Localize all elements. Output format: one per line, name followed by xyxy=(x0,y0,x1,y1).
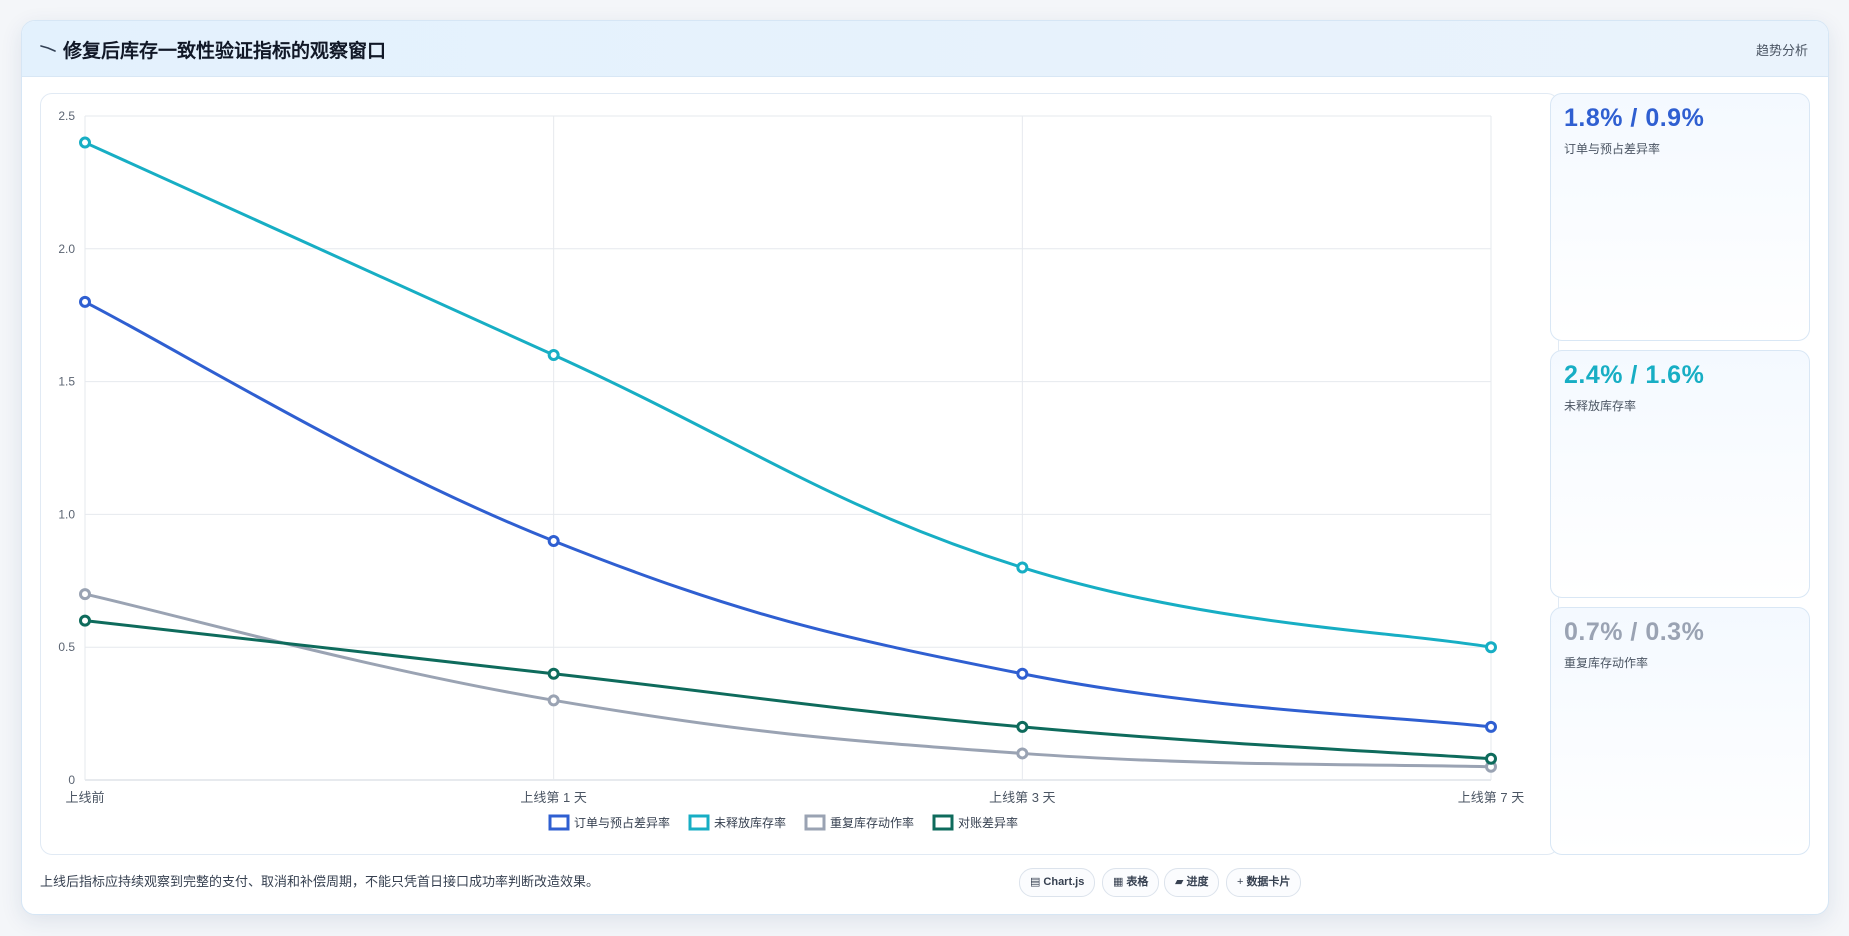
chart-icon: ▤ xyxy=(1030,876,1041,888)
stat-value: 2.4% / 1.6% xyxy=(1564,361,1705,389)
y-tick-label: 1.0 xyxy=(58,507,75,521)
legend-label: 重复库存动作率 xyxy=(830,815,914,830)
y-tick-label: 0 xyxy=(68,773,75,787)
legend-swatch xyxy=(932,814,954,831)
data-point xyxy=(547,349,560,362)
data-point xyxy=(1016,667,1029,680)
dashboard-card: 修复后库存一致性验证指标的观察窗口 趋势分析 0 0.5 1.0 1.5 2.0 2.5 上… xyxy=(21,20,1829,915)
y-tick-label: 2.5 xyxy=(58,109,75,123)
series-line-1 xyxy=(84,300,1492,729)
stat-label: 重复库存动作率 xyxy=(1564,656,1649,670)
chart-panel: 0 0.5 1.0 1.5 2.0 2.5 上线前 上线第 1 天 上线第 3 天 上线第 7 天… xyxy=(40,93,1559,855)
x-tick-label: 上线第 3 天 xyxy=(989,790,1055,805)
trend-line-icon xyxy=(40,45,56,52)
legend-swatch xyxy=(688,814,710,831)
card-header: 修复后库存一致性验证指标的观察窗口 趋势分析 xyxy=(22,21,1828,77)
chartjs-pill[interactable]: ▤ Chart.js xyxy=(1019,868,1096,897)
y-tick-label: 1.5 xyxy=(58,375,75,389)
trend-analysis-link[interactable]: 趋势分析 xyxy=(1755,43,1808,58)
folder-icon: ▰ xyxy=(1175,876,1184,888)
data-card-pill[interactable]: + 数据卡片 xyxy=(1226,868,1302,897)
page-title: 修复后库存一致性验证指标的观察窗口 xyxy=(63,41,387,62)
stat-card-duplicate-action: 0.7% / 0.3% 重复库存动作率 xyxy=(1550,607,1810,855)
x-tick-label: 上线第 7 天 xyxy=(1458,790,1524,805)
y-tick-label: 2.0 xyxy=(58,242,75,256)
data-point xyxy=(79,136,91,149)
data-point xyxy=(547,694,560,707)
line-chart: 0 0.5 1.0 1.5 2.0 2.5 上线前 上线第 1 天 上线第 3 天 上线第 7 天… xyxy=(58,109,1524,831)
stat-label: 订单与预占差异率 xyxy=(1564,142,1661,156)
series-line-4 xyxy=(84,619,1492,761)
stat-value: 1.8% / 0.9% xyxy=(1564,104,1705,132)
legend-swatch xyxy=(548,814,570,831)
y-tick-label: 0.5 xyxy=(58,640,75,654)
x-tick-label: 上线前 xyxy=(65,790,104,805)
data-point xyxy=(547,667,560,680)
stat-value: 0.7% / 0.3% xyxy=(1564,618,1705,646)
progress-pill[interactable]: ▰ 进度 xyxy=(1164,868,1220,897)
footnote: 上线后指标应持续观察到完整的支付、取消和补偿周期，不能只凭首日接口成功率判断改造… xyxy=(40,874,600,889)
data-point xyxy=(1485,720,1497,733)
x-tick-label: 上线第 1 天 xyxy=(520,790,586,805)
pill-label: Chart.js xyxy=(1043,876,1085,888)
data-point xyxy=(1485,752,1497,765)
data-point xyxy=(1016,747,1029,760)
legend-label: 订单与预占差异率 xyxy=(574,815,670,830)
data-point xyxy=(79,614,91,627)
table-pill[interactable]: ▦ 表格 xyxy=(1102,868,1160,897)
data-point xyxy=(79,588,91,601)
table-icon: ▦ xyxy=(1113,876,1124,888)
data-point xyxy=(1016,561,1029,574)
series-line-2 xyxy=(84,141,1492,649)
data-point xyxy=(547,534,560,547)
pill-label: 数据卡片 xyxy=(1246,876,1291,888)
stat-card-order-diff: 1.8% / 0.9% 订单与预占差异率 xyxy=(1550,93,1810,341)
pill-label: 进度 xyxy=(1186,876,1209,888)
legend-label: 对账差异率 xyxy=(958,815,1018,830)
legend-label: 未释放库存率 xyxy=(714,815,786,830)
pill-label: 表格 xyxy=(1126,876,1149,888)
stat-card-unreleased-stock: 2.4% / 1.6% 未释放库存率 xyxy=(1550,350,1810,598)
plus-icon: + xyxy=(1237,876,1244,888)
stat-label: 未释放库存率 xyxy=(1564,399,1637,413)
data-point xyxy=(1485,641,1497,654)
data-point xyxy=(79,295,91,308)
legend-swatch xyxy=(804,814,826,831)
data-point xyxy=(1016,720,1029,733)
